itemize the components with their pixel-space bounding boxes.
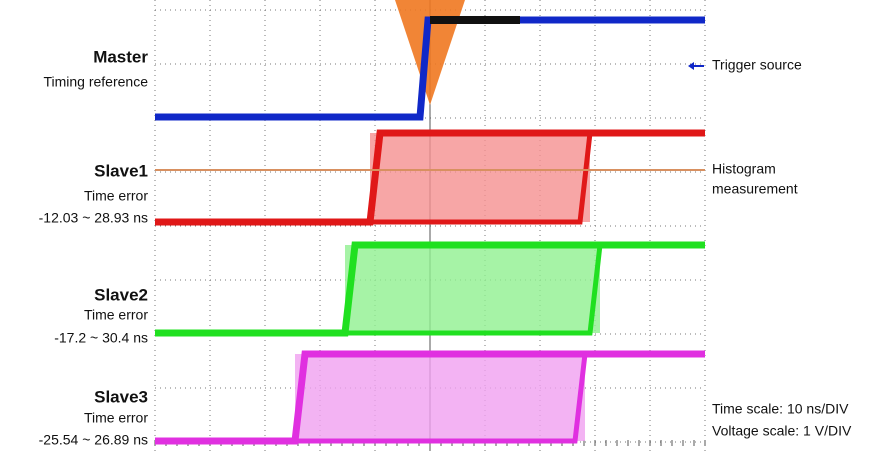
scale-label: Voltage scale: 1 V/DIV	[712, 423, 852, 439]
trigger-label: Trigger source	[712, 57, 802, 73]
channel-name: Master	[93, 47, 148, 66]
channel-description: Time error	[84, 410, 148, 426]
slave2-spread	[345, 245, 600, 333]
channel-description: Time error	[84, 307, 148, 323]
channel-range: -17.2 ~ 30.4 ns	[54, 330, 148, 346]
channel-description: Timing reference	[43, 74, 148, 90]
channel-description: Time error	[84, 188, 148, 204]
histogram-label: measurement	[712, 181, 798, 197]
channel-name: Slave3	[94, 387, 148, 406]
channel-name: Slave1	[94, 161, 148, 180]
histogram-label: Histogram	[712, 161, 776, 177]
channel-name: Slave2	[94, 285, 148, 304]
slave1-spread	[370, 133, 590, 222]
channel-range: -25.54 ~ 26.89 ns	[39, 432, 148, 448]
scope-screen: Master Timing reference Slave1 Time erro…	[0, 0, 889, 451]
channel-range: -12.03 ~ 28.93 ns	[39, 210, 148, 226]
scale-label: Time scale: 10 ns/DIV	[712, 401, 849, 417]
slave3-spread	[295, 354, 585, 441]
